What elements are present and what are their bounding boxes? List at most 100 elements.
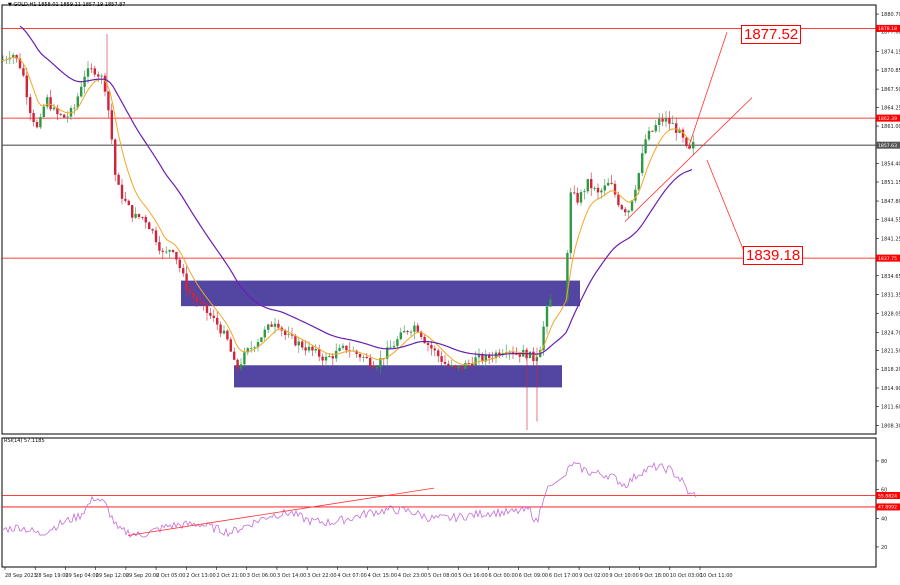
candle xyxy=(399,327,402,341)
candle xyxy=(430,340,433,356)
candle xyxy=(236,358,239,374)
rsi-line xyxy=(1,461,697,538)
candle-body xyxy=(250,348,253,349)
candle xyxy=(80,80,83,98)
candle xyxy=(29,93,32,121)
candle xyxy=(607,178,610,186)
candle xyxy=(661,113,664,127)
candle xyxy=(634,185,637,204)
candle xyxy=(620,203,623,211)
time-axis-label: 5 Oct 16:00 xyxy=(458,573,487,579)
dropdown-icon[interactable]: ▼ xyxy=(8,2,12,8)
candle xyxy=(46,94,49,110)
candle xyxy=(610,174,613,185)
candle xyxy=(426,340,430,352)
candle xyxy=(532,347,535,366)
candle-body xyxy=(583,191,586,193)
candle-body xyxy=(440,356,443,362)
candle xyxy=(73,104,76,115)
candle-body xyxy=(600,190,603,193)
candle-body xyxy=(457,366,460,368)
candle-body xyxy=(613,183,617,195)
candle-body xyxy=(209,312,212,316)
rsi-scale-label: 80 xyxy=(881,459,887,465)
callout-lower-target: 1839.18 xyxy=(743,246,804,265)
candle xyxy=(593,186,596,191)
candle-body xyxy=(270,324,273,327)
candle xyxy=(579,189,583,206)
candle-body xyxy=(120,184,124,199)
candle xyxy=(375,364,379,372)
candle-body xyxy=(46,97,49,107)
candle xyxy=(239,358,243,372)
candle-body xyxy=(260,337,263,342)
candle-body xyxy=(277,323,280,328)
candle-body xyxy=(634,189,637,201)
candle xyxy=(222,325,226,335)
candle-body xyxy=(464,362,467,369)
candle-body xyxy=(409,331,413,333)
candle-body xyxy=(467,362,470,364)
candle-body xyxy=(630,200,634,211)
candle xyxy=(365,352,368,359)
candle-body xyxy=(692,141,695,149)
candle xyxy=(311,345,314,357)
price-scale-label: 1828.05 xyxy=(881,311,900,317)
support-zone xyxy=(234,365,562,388)
price-scale-label: 1831.35 xyxy=(881,293,900,299)
candle-body xyxy=(93,68,96,75)
candle xyxy=(226,329,229,341)
candle-body xyxy=(137,213,141,217)
candle-body xyxy=(324,356,328,361)
candle xyxy=(467,359,470,368)
candle-body xyxy=(603,185,606,191)
candle-body xyxy=(195,297,198,302)
candle-body xyxy=(437,350,440,357)
candle xyxy=(498,348,501,359)
candle xyxy=(154,226,158,246)
candle xyxy=(331,353,334,366)
candle xyxy=(12,52,15,65)
candle-body xyxy=(413,325,416,332)
candle xyxy=(586,179,589,194)
candle xyxy=(25,68,28,105)
rsi-level-tag-label: 47.8992 xyxy=(878,505,897,511)
candle-body xyxy=(171,250,175,252)
candle-body xyxy=(148,222,151,230)
candle-body xyxy=(430,345,433,349)
rsi-level-tag xyxy=(876,503,900,511)
candle-body xyxy=(338,347,341,351)
time-axis-label: 6 Oct 17:00 xyxy=(549,573,578,579)
candle-body xyxy=(399,332,402,340)
candle-body xyxy=(301,341,304,348)
candle-body xyxy=(226,330,229,340)
candle xyxy=(86,60,90,84)
symbol-header-text: GOLD,H1 1858.01 1859.11 1857.19 1857.87 xyxy=(13,2,126,8)
candle xyxy=(120,179,124,205)
candle-body xyxy=(423,337,426,344)
rsi-panel xyxy=(1,437,877,568)
candle-body xyxy=(471,363,474,366)
candle xyxy=(267,323,270,333)
candle xyxy=(161,248,164,260)
rsi-level-tag xyxy=(876,492,900,500)
candle xyxy=(583,188,586,200)
time-axis-label: 2 Oct 05:00 xyxy=(156,573,185,579)
candle-body xyxy=(675,123,678,133)
candle-body xyxy=(596,187,600,193)
candle xyxy=(202,297,205,311)
candle-body xyxy=(569,192,572,253)
price-scale-label: 1841.25 xyxy=(881,236,900,242)
candle-body xyxy=(641,153,644,174)
candle xyxy=(131,204,134,222)
candle-body xyxy=(454,365,457,368)
candle xyxy=(171,249,175,254)
candle-body xyxy=(328,356,331,357)
candle-body xyxy=(331,356,334,359)
candle-body xyxy=(678,129,681,133)
candle-body xyxy=(168,250,171,252)
candle-body xyxy=(379,358,382,368)
price-scale-label: 1854.40 xyxy=(881,162,900,168)
